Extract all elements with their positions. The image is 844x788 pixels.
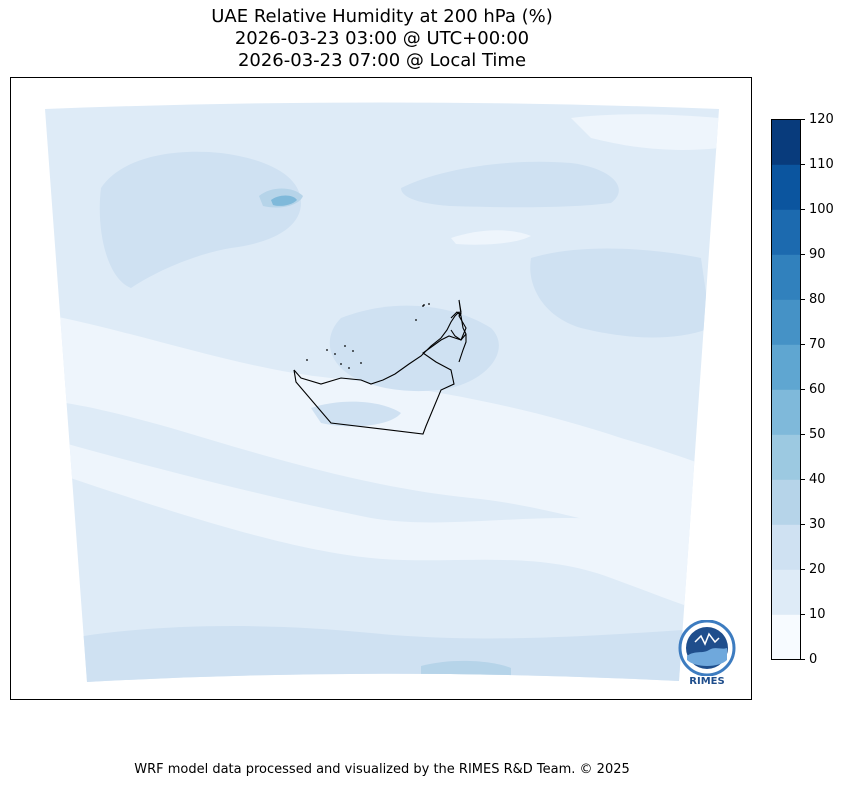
colorbar-segment <box>771 254 801 300</box>
moist-patch-nw <box>99 151 301 288</box>
colorbar-tick-mark <box>801 344 805 345</box>
colorbar-segment <box>771 434 801 480</box>
colorbar-tick-mark <box>801 164 805 165</box>
chart-title: UAE Relative Humidity at 200 hPa (%) 202… <box>0 6 764 72</box>
logo-text: RIMES <box>689 676 725 687</box>
moist-patch-mid <box>311 401 401 427</box>
colorbar-segment <box>771 569 801 615</box>
rimes-logo: RIMES <box>675 619 739 690</box>
colorbar-tick-label: 0 <box>809 651 818 667</box>
colorbar-segment <box>771 299 801 345</box>
humidity-contours <box>45 114 719 682</box>
moist-core-south <box>421 660 511 678</box>
title-line-2: 2026-03-23 03:00 @ UTC+00:00 <box>234 28 530 49</box>
uae-boundary <box>293 299 467 435</box>
colorbar-tick-label: 70 <box>809 336 826 352</box>
colorbar-tick-label: 10 <box>809 606 826 622</box>
moist-patch-center <box>329 305 499 392</box>
colorbar-tick-label: 50 <box>809 426 826 442</box>
uae-islands <box>306 303 430 369</box>
colorbar-tick-label: 30 <box>809 516 826 532</box>
map-svg <box>45 102 719 682</box>
colorbar-segment <box>771 479 801 525</box>
dry-band-south <box>45 428 719 623</box>
moist-patch-north <box>401 161 619 208</box>
oman-exclave <box>450 311 467 341</box>
colorbar-tick-mark <box>801 524 805 525</box>
colorbar-tick-label: 120 <box>809 111 834 127</box>
colorbar-tick-mark <box>801 389 805 390</box>
colorbar-outline <box>771 119 801 660</box>
colorbar-tick-label: 40 <box>809 471 826 487</box>
dry-patch-ne <box>571 114 719 150</box>
colorbar-segments <box>771 119 801 660</box>
colorbar-tick-mark <box>801 569 805 570</box>
uae-border <box>293 299 467 435</box>
colorbar-tick-mark <box>801 614 805 615</box>
title-line-1: UAE Relative Humidity at 200 hPa (%) <box>211 6 553 27</box>
colorbar-tick-mark <box>801 254 805 255</box>
dry-band-west <box>45 308 719 548</box>
moist-band-south <box>51 626 711 682</box>
moist-core-peak <box>271 195 297 206</box>
colorbar-tick-mark <box>801 434 805 435</box>
colorbar <box>771 119 801 660</box>
colorbar-segment <box>771 614 801 660</box>
colorbar-tick-mark <box>801 659 805 660</box>
dry-patch-center <box>451 230 531 245</box>
colorbar-segment <box>771 119 801 165</box>
uae-coast <box>293 311 467 385</box>
colorbar-segment <box>771 389 801 435</box>
colorbar-tick-mark <box>801 209 805 210</box>
colorbar-tick-label: 60 <box>809 381 826 397</box>
colorbar-tick-label: 80 <box>809 291 826 307</box>
colorbar-segment <box>771 524 801 570</box>
title-line-3: 2026-03-23 07:00 @ Local Time <box>237 50 527 71</box>
colorbar-tick-label: 100 <box>809 201 834 217</box>
rimes-emblem-icon <box>678 619 736 677</box>
colorbar-tick-mark <box>801 479 805 480</box>
map-panel <box>10 77 752 700</box>
colorbar-tick-label: 90 <box>809 246 826 262</box>
colorbar-tick-label: 20 <box>809 561 826 577</box>
colorbar-segment <box>771 164 801 210</box>
colorbar-tick-mark <box>801 119 805 120</box>
colorbar-tick-label: 110 <box>809 156 834 172</box>
colorbar-segment <box>771 344 801 390</box>
colorbar-tick-mark <box>801 299 805 300</box>
footer-credit: WRF model data processed and visualized … <box>134 762 630 777</box>
colorbar-segment <box>771 209 801 255</box>
moist-patch-east <box>530 248 711 338</box>
